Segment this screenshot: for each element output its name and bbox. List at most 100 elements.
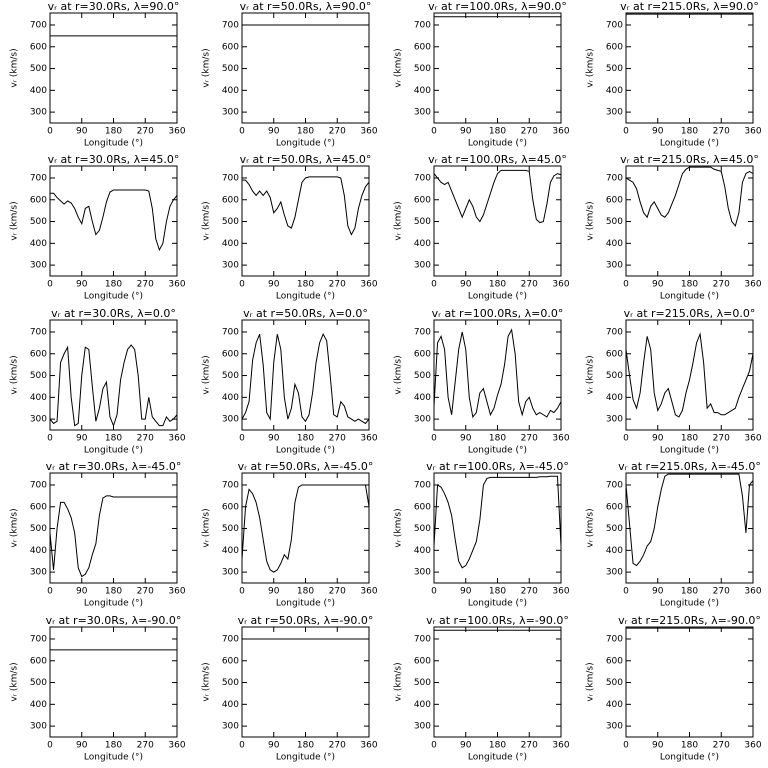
panel-title: vᵣ at r=30.0Rs, λ=45.0° <box>48 153 180 166</box>
y-axis-label: vᵣ (km/s) <box>10 48 20 87</box>
x-tick-label: 360 <box>168 280 185 290</box>
y-tick-label: 500 <box>222 64 239 74</box>
y-tick-label: 300 <box>606 568 623 578</box>
y-tick-label: 600 <box>222 195 239 205</box>
plot-frame <box>433 165 562 277</box>
x-axis-label: Longitude (°) <box>84 446 143 456</box>
y-tick-label: 500 <box>414 371 431 381</box>
y-tick-label: 300 <box>222 108 239 118</box>
x-tick-label: 360 <box>360 741 377 751</box>
x-tick-label: 180 <box>681 127 698 137</box>
x-tick-label: 270 <box>521 587 538 597</box>
x-tick-label: 360 <box>552 434 569 444</box>
y-axis-label: vᵣ (km/s) <box>394 48 404 87</box>
y-tick-label: 300 <box>30 568 47 578</box>
y-tick-label: 500 <box>606 524 623 534</box>
x-tick-label: 0 <box>239 280 245 290</box>
y-axis-label: vᵣ (km/s) <box>586 48 596 87</box>
y-tick-label: 400 <box>414 86 431 96</box>
y-tick-label: 700 <box>222 20 239 30</box>
x-tick-label: 90 <box>460 434 472 444</box>
x-tick-label: 270 <box>137 434 154 444</box>
y-tick-label: 600 <box>606 656 623 666</box>
panel-title: vᵣ at r=215.0Rs, λ=0.0° <box>624 307 756 320</box>
y-axis-label: vᵣ (km/s) <box>10 662 20 701</box>
panel: vᵣ at r=100.0Rs, λ=-90.0° vᵣ (km/s) Longit… <box>394 614 570 763</box>
plot-frame <box>433 626 562 738</box>
x-tick-label: 360 <box>168 587 185 597</box>
x-tick-label: 180 <box>105 587 122 597</box>
x-tick-label: 360 <box>552 280 569 290</box>
y-axis-label: vᵣ (km/s) <box>394 508 404 547</box>
y-tick-label: 700 <box>414 173 431 183</box>
y-tick-label: 300 <box>30 108 47 118</box>
panel-title: vᵣ at r=30.0Rs, λ=90.0° <box>48 0 180 13</box>
data-line <box>625 166 754 227</box>
y-tick-label: 400 <box>414 239 431 249</box>
y-tick-label: 600 <box>606 42 623 52</box>
x-tick-label: 180 <box>105 127 122 137</box>
x-tick-label: 0 <box>47 280 53 290</box>
y-tick-label: 500 <box>606 64 623 74</box>
data-line <box>50 189 178 252</box>
x-axis-label: Longitude (°) <box>276 292 335 302</box>
y-tick-label: 400 <box>222 700 239 710</box>
x-tick-label: 0 <box>47 127 53 137</box>
y-tick-label: 300 <box>30 722 47 732</box>
x-tick-label: 270 <box>521 280 538 290</box>
panel: vᵣ at r=100.0Rs, λ=0.0° vᵣ (km/s) Longitud… <box>394 307 570 456</box>
panel: vᵣ at r=30.0Rs, λ=-45.0° vᵣ (km/s) Longitu… <box>10 460 186 609</box>
x-tick-label: 90 <box>460 741 472 751</box>
x-tick-label: 90 <box>76 280 88 290</box>
panel: vᵣ at r=100.0Rs, λ=-45.0° vᵣ (km/s) Longit… <box>394 460 570 609</box>
y-tick-label: 400 <box>30 546 47 556</box>
y-axis-label: vᵣ (km/s) <box>202 201 212 240</box>
x-tick-label: 360 <box>744 127 761 137</box>
y-tick-label: 500 <box>222 524 239 534</box>
x-tick-label: 360 <box>552 587 569 597</box>
y-tick-label: 400 <box>30 700 47 710</box>
x-tick-label: 180 <box>297 127 314 137</box>
y-tick-label: 300 <box>414 108 431 118</box>
x-axis-label: Longitude (°) <box>660 599 719 609</box>
y-tick-label: 500 <box>222 371 239 381</box>
panel: vᵣ at r=100.0Rs, λ=45.0° vᵣ (km/s) Longitu… <box>394 153 570 302</box>
plot-frame <box>49 319 178 431</box>
x-axis-label: Longitude (°) <box>468 292 527 302</box>
y-tick-label: 500 <box>30 64 47 74</box>
x-tick-label: 360 <box>168 434 185 444</box>
plot-frame <box>625 626 754 738</box>
plot-frame <box>433 319 562 431</box>
y-tick-label: 300 <box>414 722 431 732</box>
plot-frame <box>49 165 178 277</box>
x-tick-label: 270 <box>137 280 154 290</box>
x-tick-label: 0 <box>239 741 245 751</box>
y-tick-label: 700 <box>414 20 431 30</box>
panel: vᵣ at r=30.0Rs, λ=90.0° vᵣ (km/s) Longitud… <box>10 0 186 149</box>
x-axis-label: Longitude (°) <box>276 139 335 149</box>
data-line <box>433 169 562 224</box>
panel: vᵣ at r=50.0Rs, λ=-45.0° vᵣ (km/s) Longitu… <box>202 460 378 609</box>
y-axis-label: vᵣ (km/s) <box>10 355 20 394</box>
y-tick-label: 400 <box>414 393 431 403</box>
y-tick-label: 500 <box>222 678 239 688</box>
x-tick-label: 0 <box>239 434 245 444</box>
y-tick-label: 400 <box>222 546 239 556</box>
panel-title: vᵣ at r=215.0Rs, λ=45.0° <box>620 153 759 166</box>
y-tick-label: 500 <box>414 678 431 688</box>
x-tick-label: 270 <box>713 741 730 751</box>
y-tick-label: 500 <box>414 64 431 74</box>
y-axis-label: vᵣ (km/s) <box>394 201 404 240</box>
plot-frame <box>241 626 370 738</box>
plot-frame <box>241 319 370 431</box>
panel: vᵣ at r=215.0Rs, λ=45.0° vᵣ (km/s) Longitu… <box>586 153 762 302</box>
x-axis-label: Longitude (°) <box>468 753 527 763</box>
y-tick-label: 300 <box>222 722 239 732</box>
panel-title: vᵣ at r=100.0Rs, λ=90.0° <box>428 0 567 13</box>
x-tick-label: 270 <box>329 741 346 751</box>
data-line <box>49 495 177 578</box>
panel: vᵣ at r=215.0Rs, λ=-90.0° vᵣ (km/s) Longit… <box>586 614 762 763</box>
y-tick-label: 500 <box>30 524 47 534</box>
y-tick-label: 400 <box>222 393 239 403</box>
